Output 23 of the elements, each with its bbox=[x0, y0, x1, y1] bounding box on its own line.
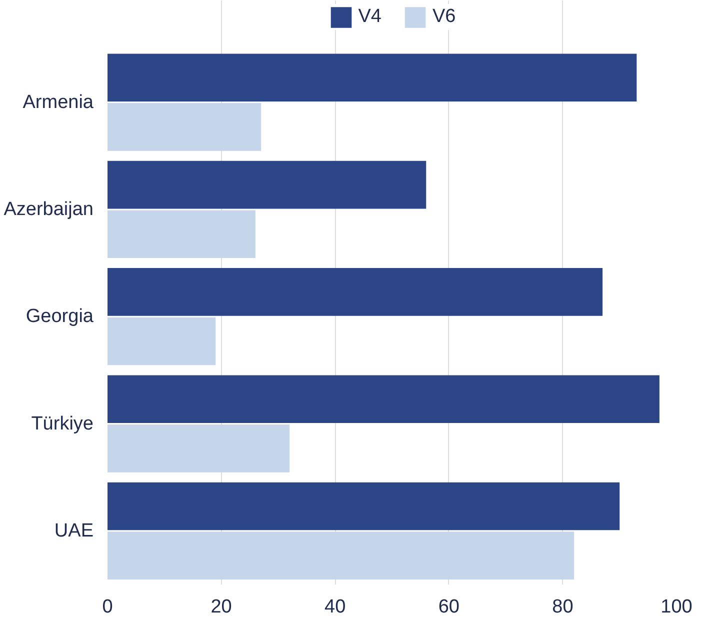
y-tick-label: Armenia bbox=[22, 92, 94, 113]
bar bbox=[108, 160, 426, 209]
legend-label: V6 bbox=[432, 6, 456, 28]
y-tick-label: Georgia bbox=[26, 306, 94, 328]
bar bbox=[108, 103, 262, 151]
bar bbox=[108, 210, 256, 258]
x-tick-label: 20 bbox=[210, 596, 232, 618]
bar bbox=[108, 424, 290, 472]
y-tick-label: UAE bbox=[54, 520, 94, 542]
legend-label: V4 bbox=[358, 6, 382, 28]
bar bbox=[108, 482, 620, 530]
x-tick-label: 60 bbox=[438, 596, 460, 618]
x-tick-label: 100 bbox=[660, 596, 692, 618]
y-tick-label: Türkiye bbox=[31, 413, 94, 434]
x-tick-label: 0 bbox=[102, 596, 113, 618]
x-tick-label: 40 bbox=[324, 596, 346, 618]
bar bbox=[108, 532, 574, 580]
bar bbox=[108, 268, 603, 316]
bar bbox=[108, 317, 216, 366]
y-tick-label: Azerbaijan bbox=[4, 198, 94, 220]
bar bbox=[108, 54, 637, 102]
x-tick-label: 80 bbox=[552, 596, 574, 618]
bar bbox=[108, 375, 660, 424]
